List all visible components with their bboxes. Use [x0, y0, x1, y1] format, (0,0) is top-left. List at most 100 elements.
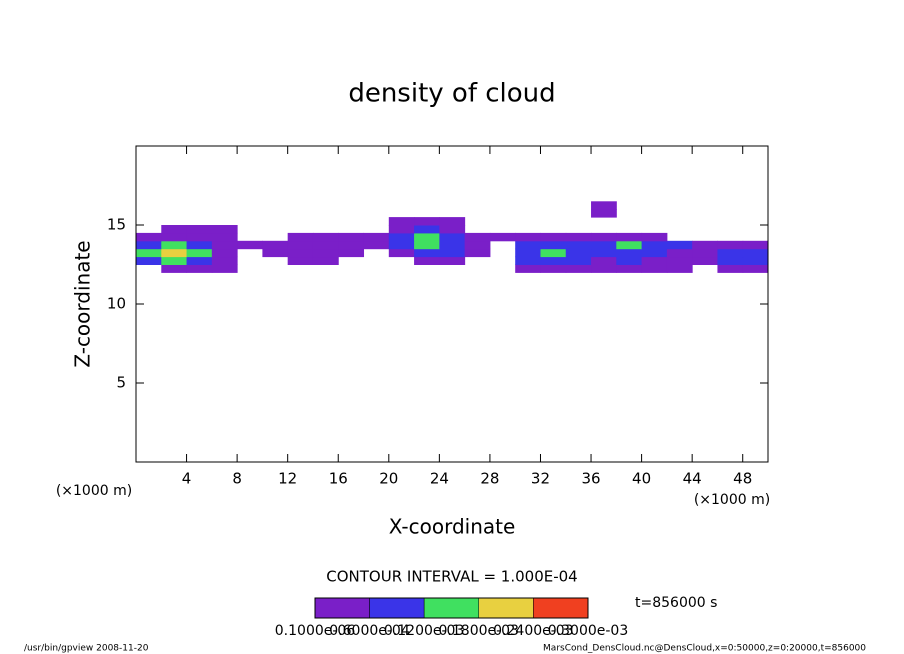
cloud-cell [616, 264, 643, 273]
cloud-cell [464, 248, 491, 258]
cloud-cell [667, 217, 693, 225]
cloud-cell [237, 240, 263, 250]
cloud-cell [262, 209, 288, 217]
cloud-cell [591, 217, 617, 225]
cloud-cell [591, 232, 617, 242]
cloud-cell [136, 232, 162, 242]
cloud-cell [313, 217, 339, 225]
cloud-cell [262, 257, 288, 265]
cloud-cell [490, 217, 516, 225]
cloud-cell [642, 225, 668, 233]
cloud-cell [338, 257, 364, 265]
cloud-cell [540, 256, 567, 265]
cloud-cell [212, 201, 238, 209]
cloud-cell [666, 264, 693, 273]
colorbar-label: 0.2400e-03 [493, 623, 573, 639]
cloud-cell [338, 225, 364, 233]
cloud-cell [566, 209, 592, 217]
cloud-cell [565, 248, 592, 258]
cloud-cell [616, 240, 643, 250]
cloud-cell [338, 240, 365, 250]
cloud-cell [692, 217, 718, 225]
cloud-cell [312, 240, 339, 250]
cloud-cell [364, 257, 390, 265]
cloud-cell [591, 225, 617, 233]
cloud-cell [288, 201, 314, 209]
cloud-cell [439, 256, 466, 265]
cloud-cell [136, 240, 162, 250]
colorbar-label: 0.6000e-04 [329, 623, 410, 639]
cloud-cell [641, 264, 668, 273]
cloud-cell [313, 209, 339, 217]
cloud-cell [565, 232, 592, 242]
cloud-cell [312, 232, 339, 242]
cloud-cell [692, 240, 718, 250]
cloud-cell [237, 225, 263, 233]
cloud-cell [642, 209, 668, 217]
cloud-cell [338, 209, 364, 217]
cloud-cell [414, 265, 440, 273]
colorbar-segment [478, 597, 534, 619]
cloud-cell [136, 225, 162, 233]
cloud-cell [515, 248, 541, 258]
cloud-cell [161, 217, 187, 225]
cloud-cell [743, 217, 769, 225]
cloud-cell [666, 240, 693, 250]
cloud-cell [515, 201, 541, 209]
cloud-cell [363, 232, 390, 242]
cloud-cell [642, 217, 668, 225]
cloud-cell [465, 225, 491, 233]
cloud-cell [591, 201, 617, 210]
cloud-cell [414, 232, 440, 242]
cloud-cell [186, 248, 213, 258]
colorbar-segment [423, 597, 480, 619]
cloud-cell [743, 209, 769, 217]
cloud-cell [667, 233, 693, 241]
cloud-cell [743, 233, 769, 241]
cloud-cell [161, 201, 187, 209]
y-tick-label: 10 [107, 295, 126, 313]
cloud-cell [187, 201, 213, 209]
x-tick-label: 36 [581, 470, 600, 488]
cloud-cell [641, 232, 668, 242]
cloud-cell [641, 240, 668, 250]
cloud-cell [211, 256, 238, 265]
cloud-cell [161, 225, 188, 234]
cloud-cell [414, 240, 440, 250]
cloud-cell [237, 265, 263, 273]
cloud-cell [136, 209, 162, 217]
cloud-cell [591, 209, 617, 218]
cloud-cell [515, 209, 541, 217]
cloud-cell [515, 256, 541, 265]
cloud-cell [439, 217, 466, 226]
cloud-cell [465, 265, 491, 273]
cloud-cell [338, 232, 365, 242]
cloud-cell [287, 248, 314, 258]
colorbar-label: 0.1000e-06 [275, 623, 356, 639]
cloud-cell [591, 248, 617, 258]
cloud-cell [288, 225, 314, 233]
cloud-cell [212, 209, 238, 217]
cloud-cell [262, 248, 289, 258]
cloud-cell [388, 217, 415, 226]
cloud-cell [742, 248, 769, 258]
cloud-cell [388, 225, 415, 234]
cloud-cell [414, 248, 440, 258]
cloud-cell [414, 217, 440, 226]
cloud-cell [464, 232, 491, 242]
cloud-cell [364, 217, 390, 225]
cloud-cell [717, 201, 743, 209]
cloud-cell [591, 240, 617, 250]
cloud-cell [338, 265, 364, 273]
cloud-cell [565, 240, 592, 250]
cloud-cell [161, 256, 188, 265]
cloud-cell [616, 248, 643, 258]
cloud-cell [465, 201, 491, 209]
cloud-cell [642, 201, 668, 209]
cloud-cell [364, 209, 390, 217]
colorbar-label: 0.1200e-03 [384, 623, 464, 639]
cloud-cell [540, 248, 567, 258]
colorbar-segment [314, 597, 370, 619]
cloud-cell [641, 256, 668, 265]
